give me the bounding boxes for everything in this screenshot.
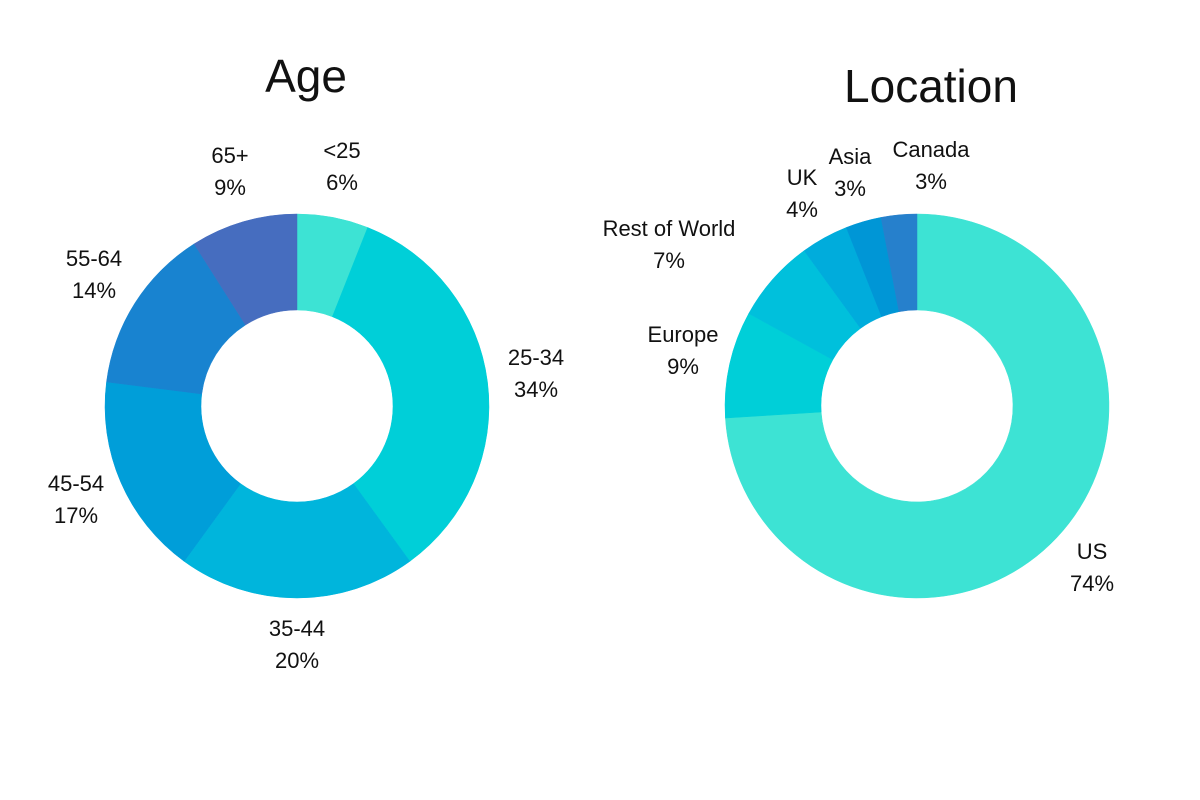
slice-label: 55-64 — [66, 246, 122, 271]
slice-value-label: 3% — [834, 176, 866, 201]
slice-value-label: 17% — [54, 503, 98, 528]
slice-label: 25-34 — [508, 345, 564, 370]
slice-value-label: 7% — [653, 248, 685, 273]
slice-value-label: 34% — [514, 377, 558, 402]
donut-slice — [725, 213, 1110, 599]
slice-label: Canada — [892, 137, 970, 162]
chart-title: Location — [844, 60, 1018, 112]
slice-value-label: 6% — [326, 170, 358, 195]
chart-title: Age — [265, 50, 347, 102]
donut-slice — [104, 381, 241, 562]
donut-slice — [332, 227, 490, 562]
slice-value-label: 9% — [667, 354, 699, 379]
slice-value-label: 20% — [275, 648, 319, 673]
slice-value-label: 74% — [1070, 571, 1114, 596]
slice-label: Asia — [829, 144, 873, 169]
slice-value-label: 9% — [214, 175, 246, 200]
slice-label: Europe — [648, 322, 719, 347]
slice-value-label: 4% — [786, 197, 818, 222]
slice-label: 45-54 — [48, 471, 104, 496]
slice-label: UK — [787, 165, 818, 190]
donut-slice — [193, 213, 298, 326]
slice-label: 65+ — [211, 143, 248, 168]
slice-label: US — [1077, 539, 1108, 564]
slice-label: 35-44 — [269, 616, 325, 641]
slice-value-label: 14% — [72, 278, 116, 303]
donut-slice — [183, 483, 411, 599]
slice-value-label: 3% — [915, 169, 947, 194]
slice-label: Rest of World — [603, 216, 736, 241]
donut-slice — [880, 213, 918, 312]
slice-label: <25 — [323, 138, 360, 163]
